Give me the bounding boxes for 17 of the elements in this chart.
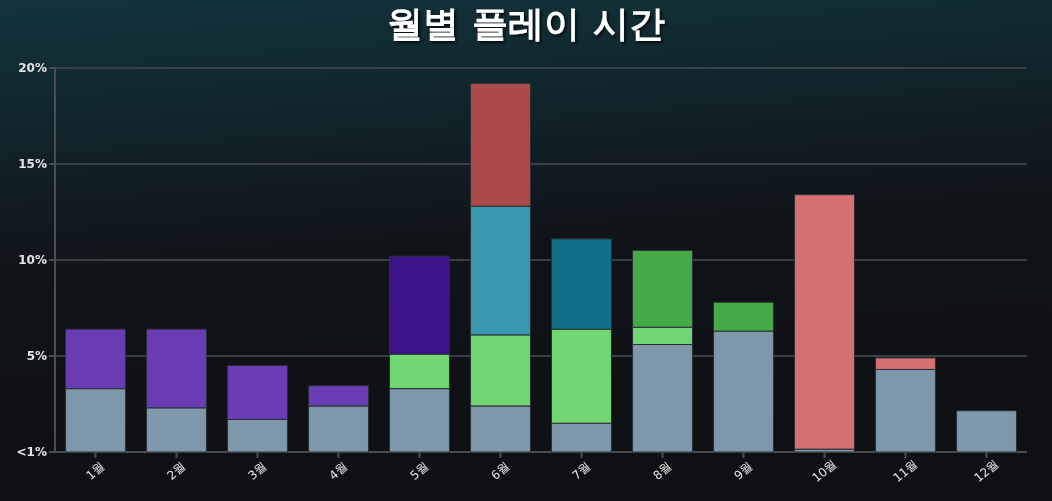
x-tick-label: 8월 — [650, 459, 675, 483]
x-tick-label: 6월 — [488, 459, 513, 483]
x-tick-label: 1월 — [83, 459, 108, 483]
y-tick-label: 10% — [18, 253, 47, 267]
chart-title: 월별 플레이 시간 — [387, 3, 665, 44]
y-tick-label: 20% — [18, 61, 47, 75]
x-tick-label: 9월 — [731, 459, 756, 483]
y-tick-label: <1% — [16, 445, 47, 459]
x-tick-label: 5월 — [407, 459, 432, 483]
bar — [956, 410, 1017, 453]
x-tick-label: 2월 — [164, 459, 189, 483]
y-tick-label: 15% — [18, 157, 47, 171]
bar — [794, 194, 855, 450]
x-tick-label: 7월 — [569, 459, 594, 483]
x-tick-label: 4월 — [326, 459, 351, 483]
y-tick-label: 5% — [26, 349, 47, 363]
x-tick-label: 3월 — [245, 459, 270, 483]
